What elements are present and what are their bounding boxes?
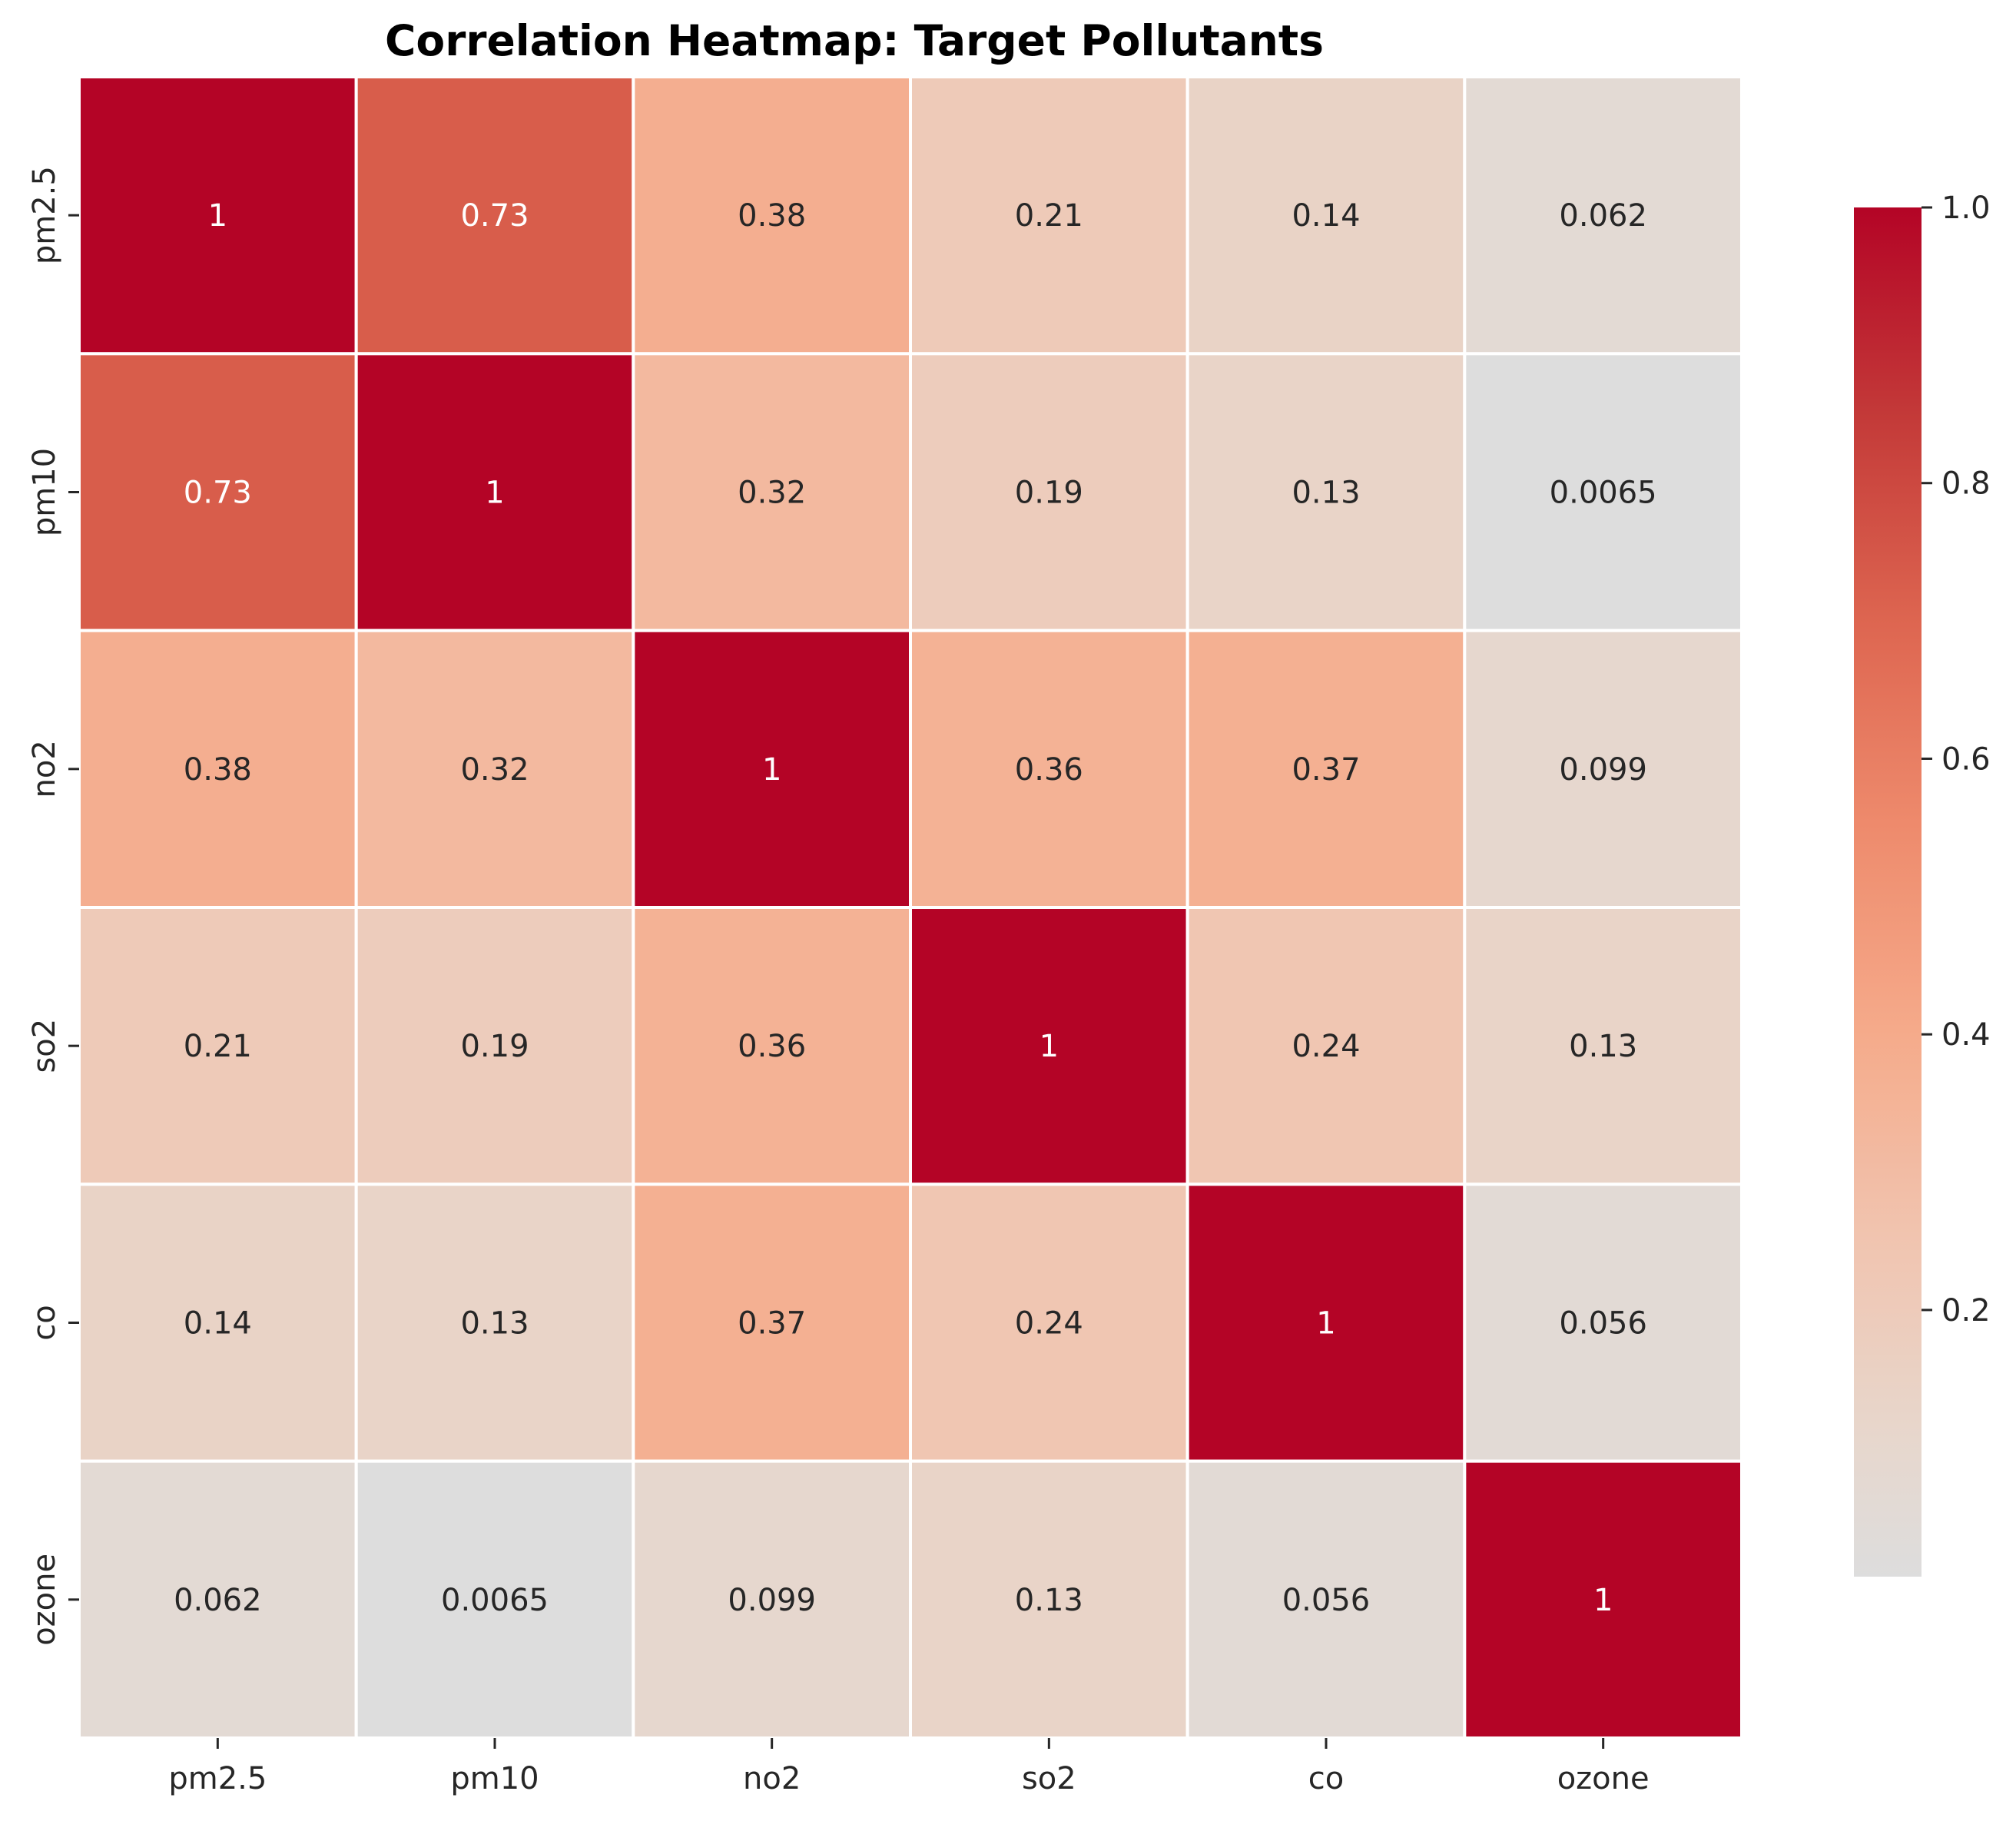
heatmap-cell [1185,1182,1467,1463]
heatmap-cell [1463,906,1744,1186]
colorbar-tick-label: 0.2 [1941,1293,1991,1328]
colorbar-tick-label: 1.0 [1941,191,1991,226]
x-tick-label: no2 [743,1761,801,1796]
colorbar-tick-label: 0.6 [1941,741,1991,777]
heatmap-cell [909,352,1189,632]
cell-value-label: 0.24 [1015,1306,1083,1342]
heatmap-cell [78,629,358,910]
heatmap-cell [78,1182,358,1463]
cell-value-label: 0.099 [1559,752,1647,788]
heatmap-cell [632,75,912,356]
cell-value-label: 1 [485,476,504,511]
cell-value-label: 0.24 [1292,1029,1360,1064]
heatmap-cell [78,906,358,1186]
heatmap-cell [1185,75,1467,356]
colorbar: 0.2 0.4 0.6 0.8 1.0 [1854,191,1991,1577]
colorbar-tick-label: 0.4 [1941,1017,1991,1053]
x-tick-label: ozone [1557,1761,1650,1796]
heatmap-cell [1463,1459,1744,1740]
x-tick-label: co [1308,1761,1344,1796]
chart-title: Correlation Heatmap: Target Pollutants [385,16,1324,65]
heatmap-cell [354,75,635,356]
heatmap-cell [354,629,635,910]
y-tick-label: no2 [27,740,62,798]
cell-value-label: 0.38 [738,198,806,234]
cell-value-label: 0.37 [1292,752,1360,788]
cell-value-label: 0.37 [738,1306,806,1342]
cell-value-label: 0.21 [184,1029,252,1064]
heatmap-cell [1463,75,1744,356]
cell-value-label: 0.21 [1015,198,1083,234]
heatmap-cell [909,629,1189,910]
cell-value-label: 0.19 [1015,476,1083,511]
cell-value-label: 0.14 [184,1306,252,1342]
heatmap-cell [1185,629,1467,910]
colorbar-gradient [1854,207,1922,1577]
cell-value-label: 0.062 [1559,198,1647,234]
cell-value-label: 0.38 [184,752,252,788]
x-axis-ticks: pm2.5 pm10 no2 so2 co ozone [168,1738,1650,1796]
cell-value-label: 0.0065 [441,1583,549,1618]
cell-value-label: 0.13 [1015,1583,1083,1618]
heatmap-cell [909,1182,1189,1463]
cell-value-label: 0.36 [1015,752,1083,788]
x-tick-label: pm10 [450,1761,539,1796]
cell-value-label: 0.73 [460,198,529,234]
cell-value-label: 0.13 [1292,476,1360,511]
heatmap-cell [1463,1182,1744,1463]
heatmap-cell [354,352,635,632]
cell-value-label: 0.73 [184,476,252,511]
cell-value-label: 1 [1593,1583,1613,1618]
heatmap-cell [1463,352,1744,632]
y-tick-label: co [27,1305,62,1340]
y-tick-label: so2 [27,1019,62,1073]
heatmap-cell [632,1182,912,1463]
cell-value-label: 0.36 [738,1029,806,1064]
cell-value-label: 0.0065 [1550,476,1657,511]
cell-value-label: 0.13 [1569,1029,1637,1064]
heatmap-cell [78,1459,358,1740]
cell-value-label: 1 [762,752,781,788]
x-tick-label: pm2.5 [168,1761,267,1796]
x-tick-label: so2 [1022,1761,1076,1796]
cell-value-label: 1 [1040,1029,1059,1064]
heatmap-cell [1185,1459,1467,1740]
heatmap-cell [909,906,1189,1186]
cell-value-label: 0.062 [174,1583,262,1618]
heatmap-cell [632,629,912,910]
cell-value-label: 0.13 [460,1306,529,1342]
cell-value-label: 0.14 [1292,198,1360,234]
cell-value-label: 0.32 [460,752,529,788]
cell-value-label: 1 [208,198,227,234]
heatmap-cells: 1 0.73 0.38 0.21 0.14 0.062 0.73 1 0.32 0.19 0.13 0… [78,75,1744,1740]
y-tick-label: ozone [27,1554,62,1646]
heatmap-cell [1463,629,1744,910]
y-tick-label: pm2.5 [27,166,62,264]
heatmap-cell [632,906,912,1186]
cell-value-label: 0.056 [1282,1583,1371,1618]
heatmap-cell [1185,906,1467,1186]
y-axis-ticks: pm2.5 pm10 no2 so2 co ozone [27,166,79,1646]
heatmap-cell [909,75,1189,356]
cell-value-label: 0.056 [1559,1306,1647,1342]
y-tick-label: pm10 [27,448,62,536]
heatmap-cell [354,906,635,1186]
heatmap-cell [78,75,358,356]
cell-value-label: 0.32 [738,476,806,511]
cell-value-label: 1 [1316,1306,1335,1342]
cell-value-label: 0.19 [460,1029,529,1064]
colorbar-tick-label: 0.8 [1941,466,1991,502]
cell-value-label: 0.099 [728,1583,816,1618]
